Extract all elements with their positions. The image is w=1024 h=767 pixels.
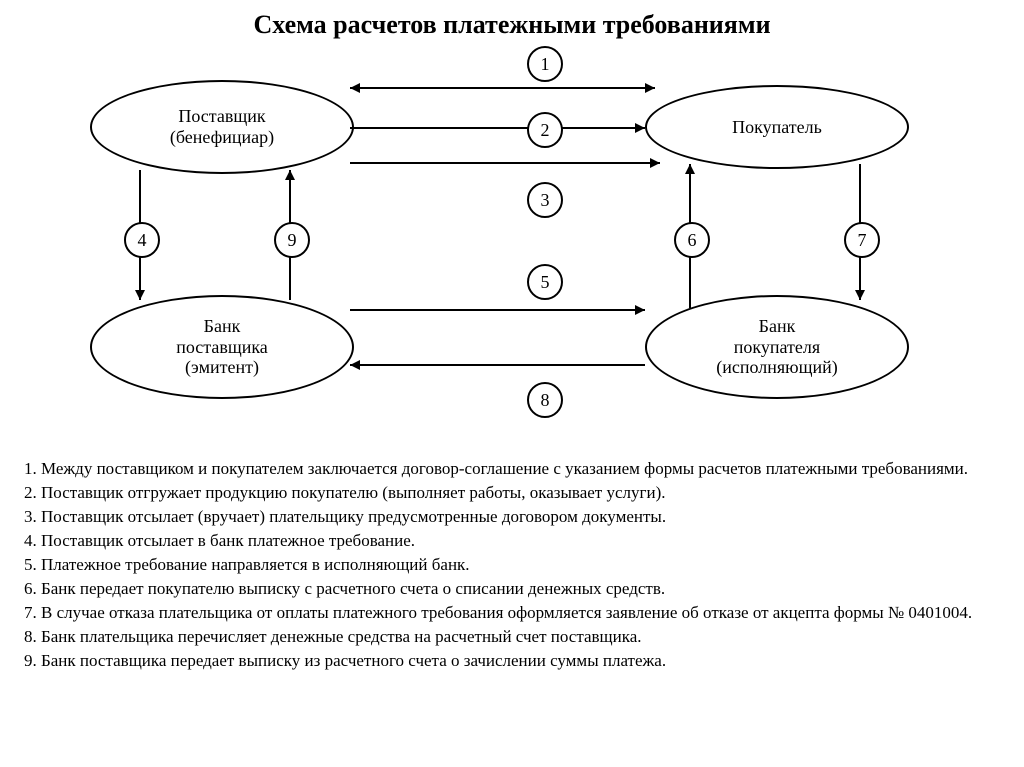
edge-badge-8: 8 <box>527 382 563 418</box>
badge-label: 3 <box>541 190 550 211</box>
badge-label: 1 <box>541 54 550 75</box>
edge-badge-1: 1 <box>527 46 563 82</box>
badge-label: 9 <box>288 230 297 251</box>
node-label: Банк <box>716 316 837 337</box>
node-buyer-bank: Банк покупателя (исполняющий) <box>645 295 909 399</box>
edge-badge-6: 6 <box>674 222 710 258</box>
legend-item: 4. Поставщик отсылает в банк платежное т… <box>24 531 1000 551</box>
node-supplier: Поставщик (бенефициар) <box>90 80 354 174</box>
edge-badge-3: 3 <box>527 182 563 218</box>
node-label: (исполняющий) <box>716 357 837 378</box>
badge-label: 5 <box>541 272 550 293</box>
legend-item: 5. Платежное требование направляется в и… <box>24 555 1000 575</box>
edge-badge-9: 9 <box>274 222 310 258</box>
edge-badge-4: 4 <box>124 222 160 258</box>
badge-label: 4 <box>138 230 147 251</box>
node-label: Покупатель <box>732 117 822 138</box>
edge-badge-5: 5 <box>527 264 563 300</box>
node-label: Поставщик <box>170 106 274 127</box>
node-label: (бенефициар) <box>170 127 274 148</box>
node-label: Банк <box>176 316 268 337</box>
badge-label: 6 <box>688 230 697 251</box>
node-buyer: Покупатель <box>645 85 909 169</box>
legend-item: 1. Между поставщиком и покупателем заклю… <box>24 459 1000 479</box>
page-title: Схема расчетов платежными требованиями <box>0 10 1024 40</box>
legend-item: 2. Поставщик отгружает продукцию покупат… <box>24 483 1000 503</box>
node-label: (эмитент) <box>176 357 268 378</box>
legend-item: 7. В случае отказа плательщика от оплаты… <box>24 603 1000 623</box>
legend-item: 3. Поставщик отсылает (вручает) плательщ… <box>24 507 1000 527</box>
edge-badge-2: 2 <box>527 112 563 148</box>
badge-label: 7 <box>858 230 867 251</box>
legend-item: 9. Банк поставщика передает выписку из р… <box>24 651 1000 671</box>
legend-item: 8. Банк плательщика перечисляет денежные… <box>24 627 1000 647</box>
badge-label: 2 <box>541 120 550 141</box>
node-label: поставщика <box>176 337 268 358</box>
page: Схема расчетов платежными требованиями П… <box>0 0 1024 767</box>
node-label: покупателя <box>716 337 837 358</box>
edge-badge-7: 7 <box>844 222 880 258</box>
legend: 1. Между поставщиком и покупателем заклю… <box>24 455 1000 675</box>
badge-label: 8 <box>541 390 550 411</box>
node-supplier-bank: Банк поставщика (эмитент) <box>90 295 354 399</box>
legend-item: 6. Банк передает покупателю выписку с ра… <box>24 579 1000 599</box>
